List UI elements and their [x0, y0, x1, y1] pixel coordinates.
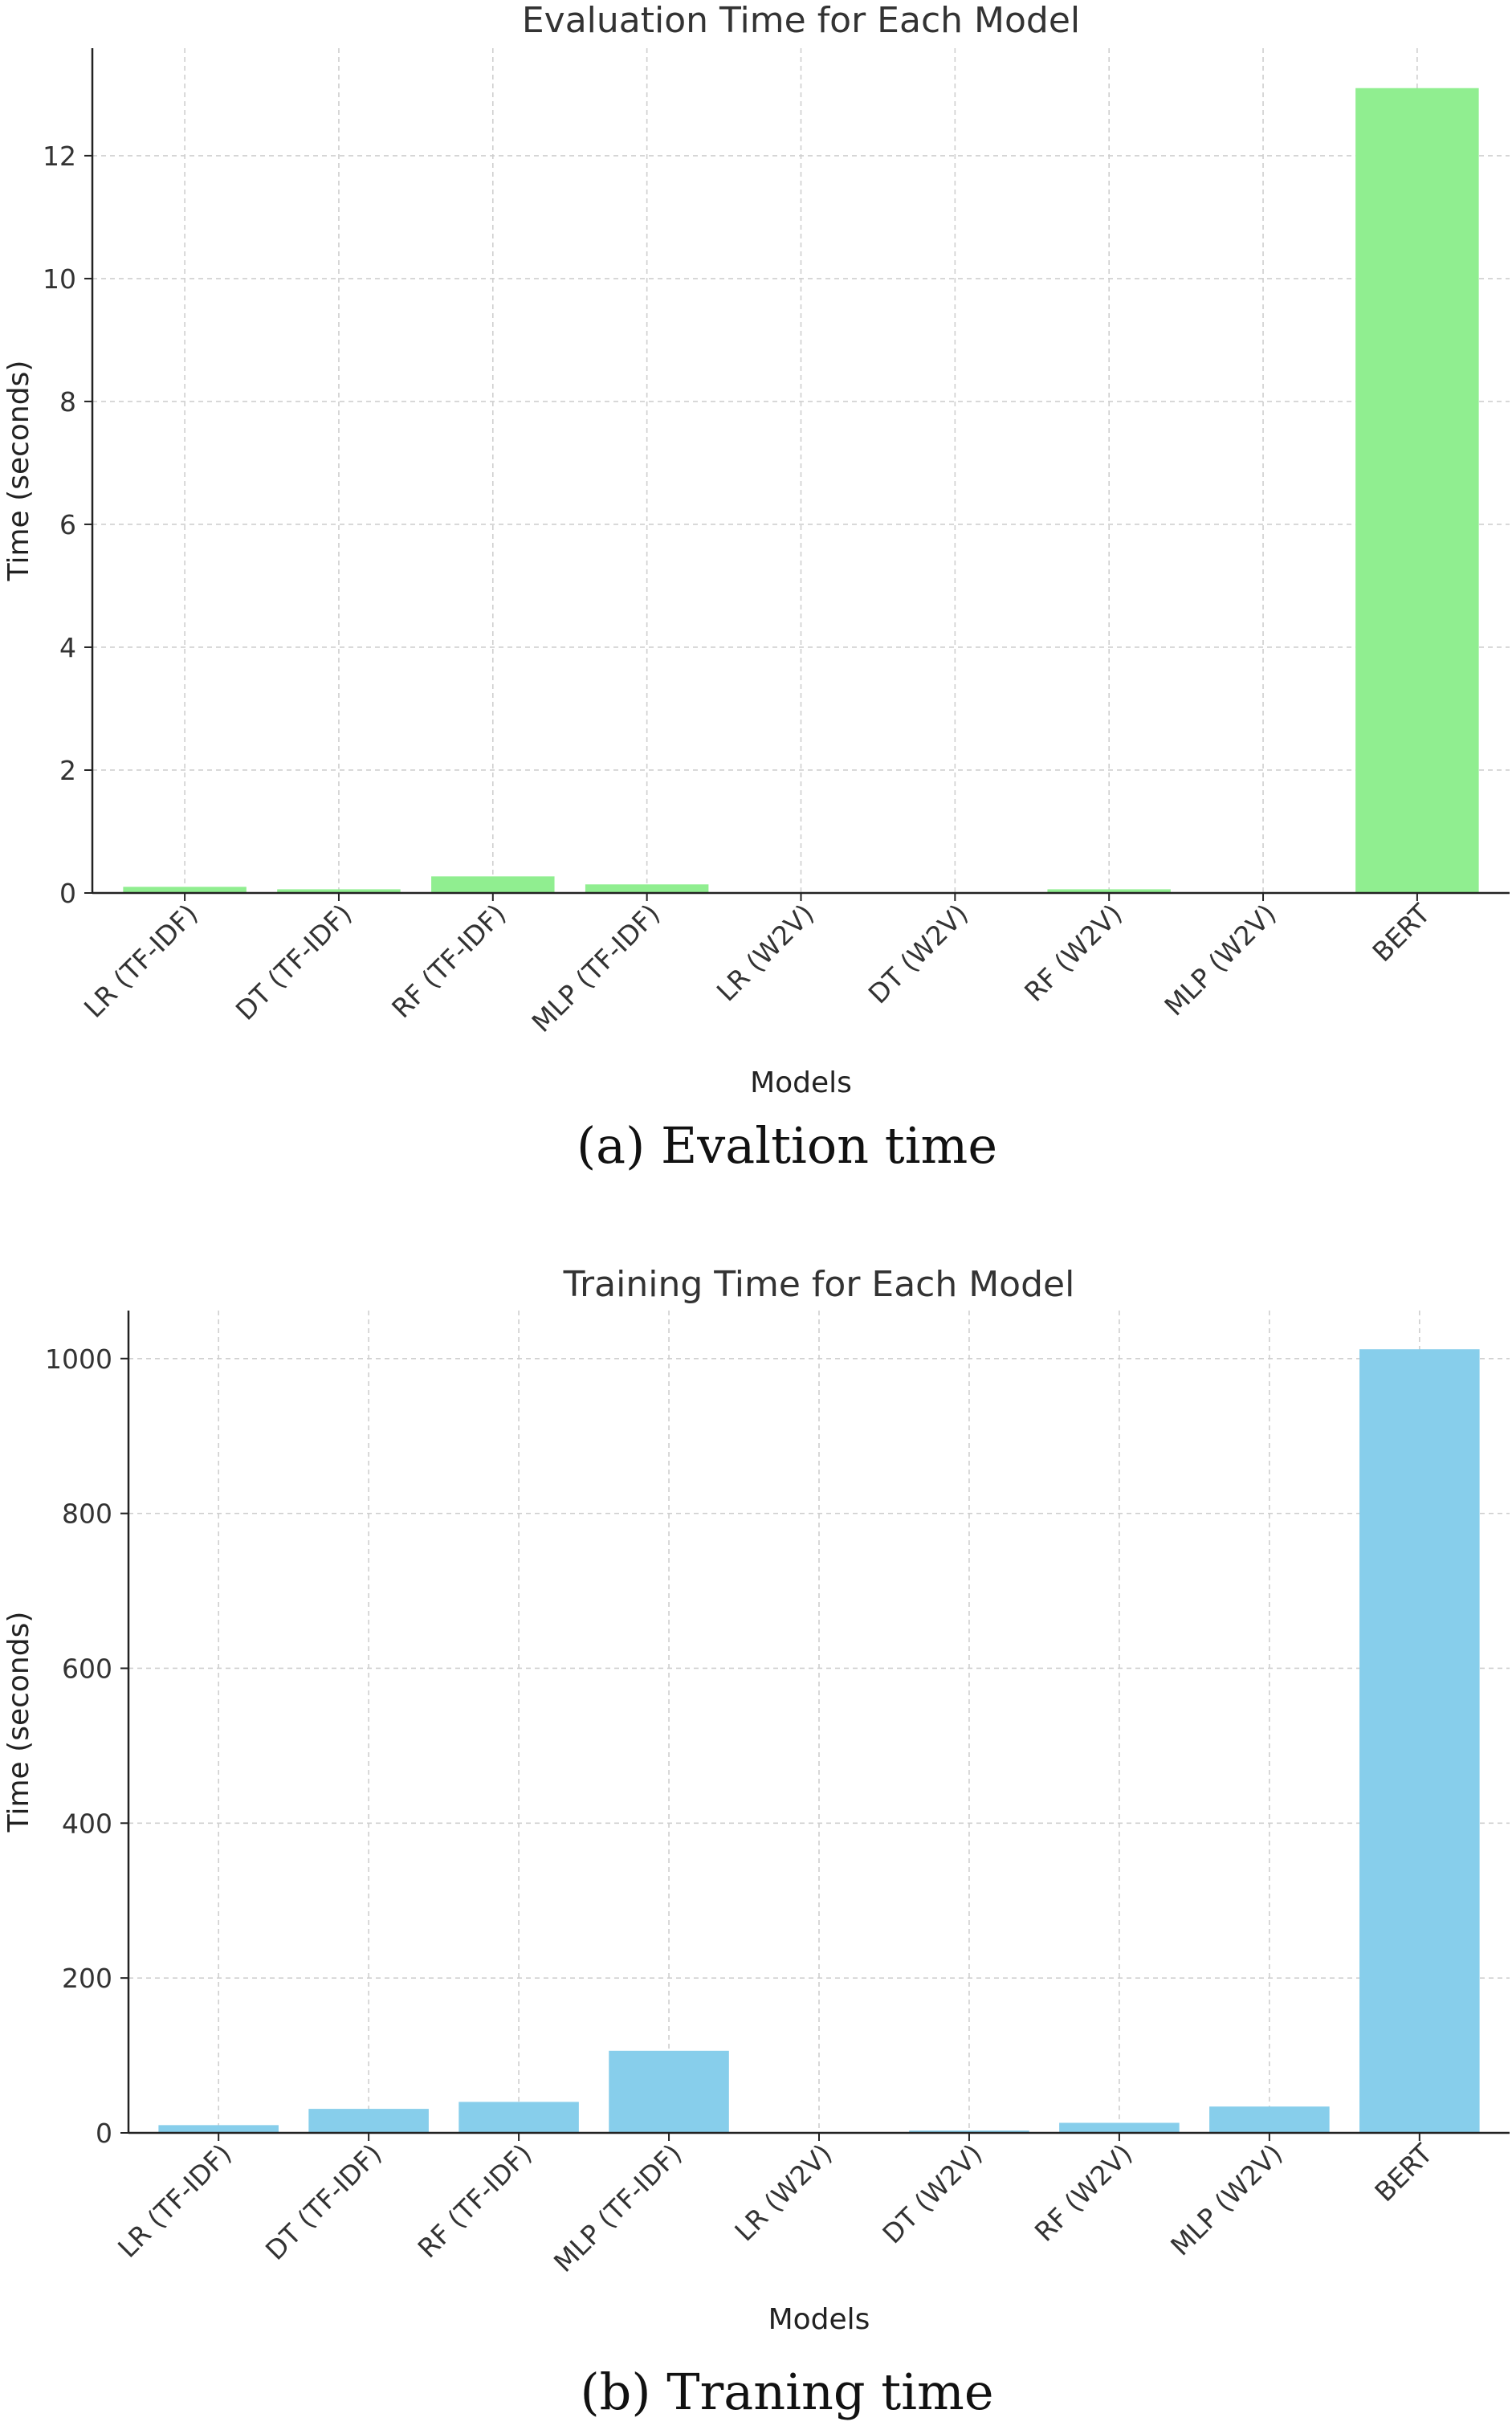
x-tick-label: RF (TF-IDF)	[412, 2138, 538, 2264]
bar-rf-tf-idf	[431, 876, 555, 893]
x-tick-label: RF (W2V)	[1018, 898, 1128, 1008]
chart-title: Evaluation Time for Each Model	[522, 0, 1080, 41]
figure-caption: (a) Evaltion time	[577, 1116, 997, 1175]
y-tick-label: 4	[59, 632, 76, 663]
y-tick-label: 0	[96, 2118, 112, 2149]
bar-lr-tf-idf	[123, 887, 247, 893]
chart-panel-1: 0 2 4 6 8 10 12 LR (TF-IDF) DT (TF-IDF) RF (TF-ID…	[2, 0, 1510, 1175]
y-tick-label: 200	[62, 1963, 112, 1994]
bar-rf-tf-idf	[458, 2102, 579, 2133]
x-tick-label: LR (TF-IDF)	[112, 2138, 238, 2264]
x-tick-label: MLP (W2V)	[1164, 2138, 1288, 2261]
x-tick-label: DT (W2V)	[876, 2138, 988, 2249]
y-tick-label: 1000	[45, 1343, 112, 1375]
x-tick-label: DT (W2V)	[862, 898, 974, 1009]
x-tick-label: DT (TF-IDF)	[259, 2138, 388, 2266]
x-tick-label: BERT	[1366, 897, 1437, 968]
x-tick-label: MLP (TF-IDF)	[548, 2138, 688, 2278]
x-tick-label: MLP (W2V)	[1158, 898, 1282, 1021]
bar-mlp-tf-idf	[609, 2050, 729, 2133]
y-tick-label: 0	[59, 878, 76, 909]
bar-bert	[1355, 88, 1479, 894]
y-tick-label: 8	[59, 386, 76, 418]
bar-bert	[1359, 1349, 1480, 2133]
bar-mlp-w2v	[1209, 2106, 1330, 2133]
chart-title: Training Time for Each Model	[563, 1264, 1075, 1305]
x-tick-label: RF (W2V)	[1029, 2138, 1139, 2248]
x-tick-label: LR (TF-IDF)	[78, 898, 204, 1024]
bar-dt-tf-idf	[277, 889, 401, 893]
bar-lr-tf-idf	[158, 2125, 279, 2133]
bar-rf-w2v	[1047, 889, 1171, 893]
bar-dt-w2v	[909, 2130, 1029, 2133]
x-tick-label: RF (TF-IDF)	[385, 898, 511, 1024]
x-axis-label: Models	[768, 2303, 870, 2336]
y-tick-label: 600	[62, 1653, 112, 1684]
x-tick-label: LR (W2V)	[728, 2138, 838, 2247]
y-tick-label: 2	[59, 755, 76, 786]
bar-mlp-tf-idf	[585, 884, 709, 893]
y-axis-label: Time (seconds)	[2, 1612, 35, 1833]
y-tick-label: 400	[62, 1808, 112, 1839]
x-tick-label: DT (TF-IDF)	[230, 898, 358, 1026]
bar-rf-w2v	[1059, 2122, 1180, 2133]
bar-dt-tf-idf	[308, 2109, 429, 2133]
y-tick-label: 10	[43, 263, 76, 295]
x-axis-label: Models	[750, 1066, 852, 1099]
x-tick-label: MLP (TF-IDF)	[526, 898, 666, 1038]
x-tick-label: LR (W2V)	[711, 898, 820, 1007]
y-tick-label: 6	[59, 509, 76, 540]
y-axis-label: Time (seconds)	[2, 361, 35, 582]
x-tick-label: BERT	[1368, 2137, 1439, 2208]
y-tick-label: 800	[62, 1498, 112, 1530]
y-tick-label: 12	[43, 141, 76, 172]
figure-caption: (b) Traning time	[580, 2363, 993, 2421]
